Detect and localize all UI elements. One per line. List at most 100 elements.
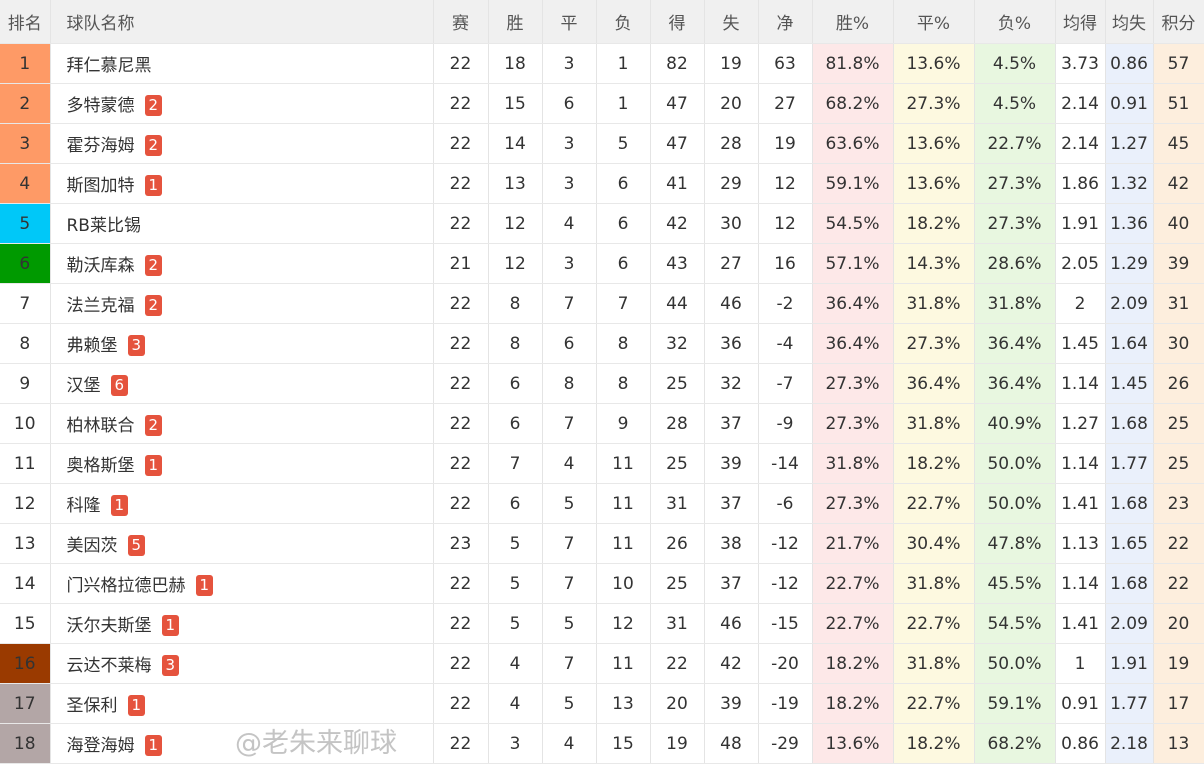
cell-draws: 7 [542, 643, 597, 684]
table-row[interactable]: 2 多特蒙德 2 22 15 6 1 47 20 27 68.2% 27.3% 4.5% 2.14 0.91… [0, 83, 1204, 124]
table-row[interactable]: 15 沃尔夫斯堡 1 22 5 5 12 31 46 -15 22.7% 22.7% 54.5% 1.41… [0, 603, 1204, 644]
cell-goals-against: 32 [704, 363, 759, 404]
table-row[interactable]: 10 柏林联合 2 22 6 7 9 28 37 -9 27.3% 31.8% 40.9% 1.27 1.6… [0, 403, 1204, 444]
cell-team: RB莱比锡 [50, 203, 434, 244]
header-goal-diff[interactable]: 净 [758, 0, 813, 44]
cell-draws: 5 [542, 483, 597, 524]
header-goals-for[interactable]: 得 [650, 0, 705, 44]
team-name[interactable]: 斯图加特 [66, 175, 135, 196]
cell-team: 科隆 1 [50, 483, 434, 524]
cell-points: 17 [1153, 683, 1204, 724]
cell-losses: 5 [596, 123, 651, 164]
team-name[interactable]: 圣保利 [66, 695, 118, 716]
team-name[interactable]: RB莱比锡 [66, 216, 141, 236]
cell-avg-against: 0.86 [1105, 43, 1154, 84]
cell-losses: 11 [596, 443, 651, 484]
table-row[interactable]: 11 奥格斯堡 1 22 7 4 11 25 39 -14 31.8% 18.2% 50.0% 1.14 1… [0, 443, 1204, 484]
cell-goal-diff: -14 [758, 443, 813, 484]
cell-loss-pct: 50.0% [974, 443, 1056, 484]
cell-rank: 12 [0, 483, 51, 524]
team-name[interactable]: 美因茨 [66, 535, 118, 556]
cell-goals-for: 47 [650, 83, 705, 124]
cell-wins: 4 [488, 683, 543, 724]
team-name[interactable]: 霍芬海姆 [66, 135, 135, 156]
cell-goals-against: 42 [704, 643, 759, 684]
cell-goals-against: 19 [704, 43, 759, 84]
cell-avg-for: 1.41 [1055, 603, 1106, 644]
table-row[interactable]: 9 汉堡 6 22 6 8 8 25 32 -7 27.3% 36.4% 36.4% 1.14 1.45 26 [0, 363, 1204, 404]
cell-team: 法兰克福 2 [50, 283, 434, 324]
table-row[interactable]: 14 门兴格拉德巴赫 1 22 5 7 10 25 37 -12 22.7% 31.8% 45.5% 1.… [0, 563, 1204, 604]
cell-loss-pct: 36.4% [974, 363, 1056, 404]
team-name[interactable]: 汉堡 [66, 375, 101, 396]
cell-goals-for: 20 [650, 683, 705, 724]
cell-points: 22 [1153, 563, 1204, 604]
header-team[interactable]: 球队名称 [50, 0, 434, 44]
team-name[interactable]: 科隆 [66, 495, 101, 516]
cell-goals-against: 46 [704, 283, 759, 324]
cell-goal-diff: 16 [758, 243, 813, 284]
badge: 6 [110, 375, 129, 397]
team-name[interactable]: 多特蒙德 [66, 95, 135, 116]
table-row[interactable]: 3 霍芬海姆 2 22 14 3 5 47 28 19 63.6% 13.6% 22.7% 2.14 1.2… [0, 123, 1204, 164]
team-name[interactable]: 云达不莱梅 [66, 655, 152, 676]
cell-draws: 5 [542, 683, 597, 724]
header-win-pct[interactable]: 胜% [812, 0, 894, 44]
team-name[interactable]: 弗赖堡 [66, 335, 118, 356]
cell-goals-against: 36 [704, 323, 759, 364]
cell-played: 22 [433, 683, 489, 724]
cell-team: 沃尔夫斯堡 1 [50, 603, 434, 644]
cell-wins: 8 [488, 323, 543, 364]
table-row[interactable]: 12 科隆 1 22 6 5 11 31 37 -6 27.3% 22.7% 50.0% 1.41 1.68… [0, 483, 1204, 524]
cell-draw-pct: 31.8% [893, 283, 975, 324]
team-name[interactable]: 沃尔夫斯堡 [66, 615, 152, 636]
table-row[interactable]: 16 云达不莱梅 3 22 4 7 11 22 42 -20 18.2% 31.8% 50.0% 1 1.9… [0, 643, 1204, 684]
cell-points: 30 [1153, 323, 1204, 364]
table-row[interactable]: 1 拜仁慕尼黑 22 18 3 1 82 19 63 81.8% 13.6% 4.5% 3.73 0.86… [0, 43, 1204, 84]
cell-wins: 5 [488, 563, 543, 604]
cell-played: 22 [433, 123, 489, 164]
cell-avg-for: 1.13 [1055, 523, 1106, 564]
badge: 5 [127, 535, 146, 557]
team-name[interactable]: 拜仁慕尼黑 [66, 56, 152, 76]
header-draw-pct[interactable]: 平% [893, 0, 975, 44]
cell-loss-pct: 59.1% [974, 683, 1056, 724]
team-name[interactable]: 柏林联合 [66, 415, 135, 436]
team-name[interactable]: 勒沃库森 [66, 255, 135, 276]
table-row[interactable]: 5 RB莱比锡 22 12 4 6 42 30 12 54.5% 18.2% 27.3% 1.91 1.3… [0, 203, 1204, 244]
table-row[interactable]: 18 海登海姆 1 22 3 4 15 19 48 -29 13.6% 18.2% 68.2% 0.86 2… [0, 723, 1204, 764]
header-avg-for[interactable]: 均得 [1055, 0, 1106, 44]
header-draws[interactable]: 平 [542, 0, 597, 44]
team-name[interactable]: 法兰克福 [66, 295, 135, 316]
cell-losses: 9 [596, 403, 651, 444]
cell-avg-for: 1.27 [1055, 403, 1106, 444]
table-row[interactable]: 7 法兰克福 2 22 8 7 7 44 46 -2 36.4% 31.8% 31.8% 2 2.09 31 [0, 283, 1204, 324]
header-wins[interactable]: 胜 [488, 0, 543, 44]
header-avg-against[interactable]: 均失 [1105, 0, 1154, 44]
header-rank[interactable]: 排名 [0, 0, 51, 44]
table-row[interactable]: 6 勒沃库森 2 21 12 3 6 43 27 16 57.1% 14.3% 28.6% 2.05 1.2… [0, 243, 1204, 284]
cell-draws: 6 [542, 83, 597, 124]
team-name[interactable]: 奥格斯堡 [66, 455, 135, 476]
header-loss-pct[interactable]: 负% [974, 0, 1056, 44]
cell-draws: 7 [542, 523, 597, 564]
team-name[interactable]: 门兴格拉德巴赫 [66, 575, 186, 596]
header-losses[interactable]: 负 [596, 0, 651, 44]
cell-loss-pct: 45.5% [974, 563, 1056, 604]
cell-avg-for: 2.05 [1055, 243, 1106, 284]
cell-avg-for: 1.14 [1055, 363, 1106, 404]
header-goals-against[interactable]: 失 [704, 0, 759, 44]
team-name[interactable]: 海登海姆 [66, 735, 135, 756]
cell-goal-diff: -7 [758, 363, 813, 404]
cell-avg-for: 2 [1055, 283, 1106, 324]
cell-rank: 13 [0, 523, 51, 564]
table-row[interactable]: 4 斯图加特 1 22 13 3 6 41 29 12 59.1% 13.6% 27.3% 1.86 1.3… [0, 163, 1204, 204]
cell-avg-against: 1.91 [1105, 643, 1154, 684]
cell-played: 22 [433, 163, 489, 204]
table-row[interactable]: 8 弗赖堡 3 22 8 6 8 32 36 -4 36.4% 27.3% 36.4% 1.45 1.64 3… [0, 323, 1204, 364]
header-points[interactable]: 积分 [1153, 0, 1204, 44]
header-played[interactable]: 赛 [433, 0, 489, 44]
table-row[interactable]: 17 圣保利 1 22 4 5 13 20 39 -19 18.2% 22.7% 59.1% 0.91 1.… [0, 683, 1204, 724]
badge: 3 [161, 655, 180, 677]
table-row[interactable]: 13 美因茨 5 23 5 7 11 26 38 -12 21.7% 30.4% 47.8% 1.13 1.… [0, 523, 1204, 564]
